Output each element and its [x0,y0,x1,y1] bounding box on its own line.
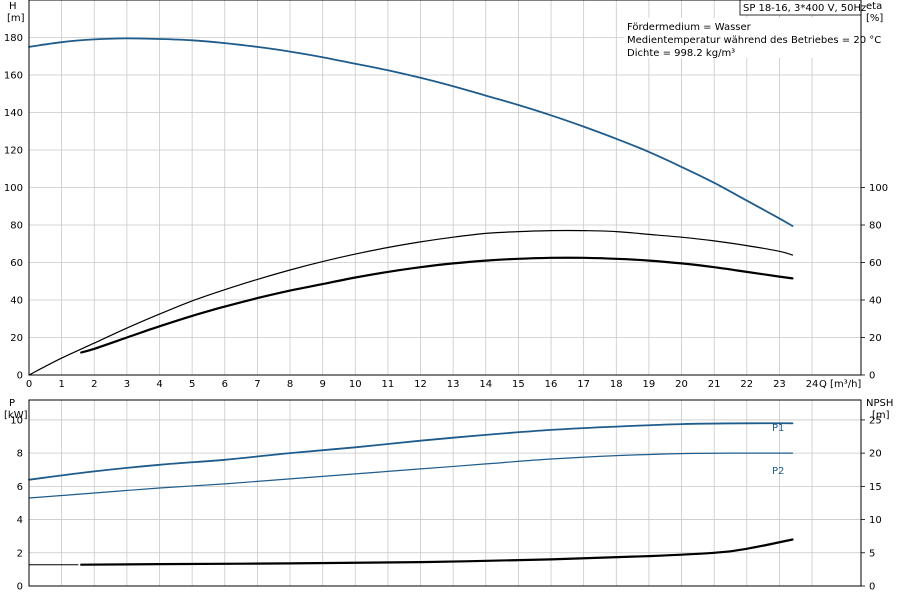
right-tick-label: 60 [869,258,882,269]
left-tick-label: 2 [17,548,23,559]
right-tick-label: 15 [869,482,882,493]
x-tick-label: 19 [643,379,656,390]
left-tick-label: 60 [10,258,23,269]
x-tick-label: 15 [512,379,525,390]
x-tick-label: 23 [773,379,786,390]
x-tick-label: 0 [26,379,32,390]
bottom-right-axis-unit: [m] [872,410,890,421]
medium-line-2: Medientemperatur während des Betriebes =… [627,35,881,46]
medium-info-background [624,18,860,58]
medium-line-1: Fördermedium = Wasser [627,22,752,33]
top-right-axis-unit: [%] [866,13,883,24]
left-tick-label: 100 [4,183,23,194]
axis-tick-labels: 0 1 2 3 4 5 6 7 8 9 10 11 12 13 14 15 16 17 18 19 20 21 22 23 24… [4,33,888,593]
left-tick-label: 140 [4,108,23,119]
x-tick-label: 21 [708,379,721,390]
x-tick-label: 20 [675,379,688,390]
pump-title: SP 18-16, 3*400 V, 50Hz [743,3,866,14]
x-tick-label: 18 [610,379,623,390]
right-tick-label: 40 [869,296,882,307]
bottom-left-axis-unit: [kW] [4,410,28,421]
x-tick-label: 17 [577,379,590,390]
x-tick-label: 8 [287,379,293,390]
left-tick-label: 0 [17,582,23,593]
bottom-left-axis-label: P [9,398,15,409]
curve-eta-thin [28,229,794,376]
right-tick-label: 10 [869,515,882,526]
bottom-panel-frame [28,399,862,587]
x-tick-label: 7 [254,379,260,390]
right-tick-label: 80 [869,221,882,232]
x-tick-label: 2 [91,379,97,390]
right-tick-label: 100 [869,183,888,194]
x-tick-label: 14 [479,379,492,390]
curve-h [28,37,794,227]
top-right-axis-label: eta [866,1,882,12]
top-panel-series [28,37,794,376]
curve-eta-thick [80,256,794,354]
x-tick-label: 1 [58,379,64,390]
x-tick-label: 22 [740,379,753,390]
top-left-axis-unit: [m] [7,13,25,24]
x-tick-label: 12 [414,379,427,390]
left-tick-label: 4 [17,515,23,526]
x-tick-label: 16 [545,379,558,390]
bottom-right-axis-label: NPSH [866,398,893,409]
curve-p1 [28,422,794,481]
left-tick-label: 6 [17,482,23,493]
right-tick-label: 0 [869,371,875,382]
curve-p2 [28,452,794,499]
left-tick-label: 10 [10,415,23,426]
x-tick-label: 5 [189,379,195,390]
left-tick-label: 0 [17,371,23,382]
x-tick-label: 4 [156,379,162,390]
x-tick-label: 10 [349,379,362,390]
series-label-p1: P1 [772,423,784,434]
x-tick-label: 11 [382,379,395,390]
left-tick-label: 180 [4,33,23,44]
bottom-panel-series [28,422,794,566]
x-axis-label: Q [m³/h] [819,379,861,390]
right-tick-label: 0 [869,582,875,593]
left-tick-label: 120 [4,146,23,157]
series-label-p2: P2 [772,466,784,477]
right-tick-label: 25 [869,415,882,426]
x-tick-label: 13 [447,379,460,390]
left-tick-label: 40 [10,296,23,307]
right-tick-label: 20 [869,333,882,344]
x-tick-label: 9 [319,379,325,390]
x-tick-label: 6 [222,379,228,390]
bottom-panel-grid [28,400,865,587]
curve-npsh [80,538,794,566]
left-tick-label: 20 [10,333,23,344]
left-tick-label: 80 [10,221,23,232]
top-left-axis-label: H [9,1,17,12]
x-tick-label: 24 [806,379,819,390]
medium-line-3: Dichte = 998.2 kg/m³ [627,48,735,59]
x-tick-label: 3 [124,379,130,390]
left-tick-label: 160 [4,71,23,82]
top-panel-grid [28,0,865,376]
top-panel-frame [28,0,862,376]
left-tick-label: 8 [17,449,23,460]
right-tick-label: 20 [869,449,882,460]
right-tick-label: 5 [869,548,875,559]
